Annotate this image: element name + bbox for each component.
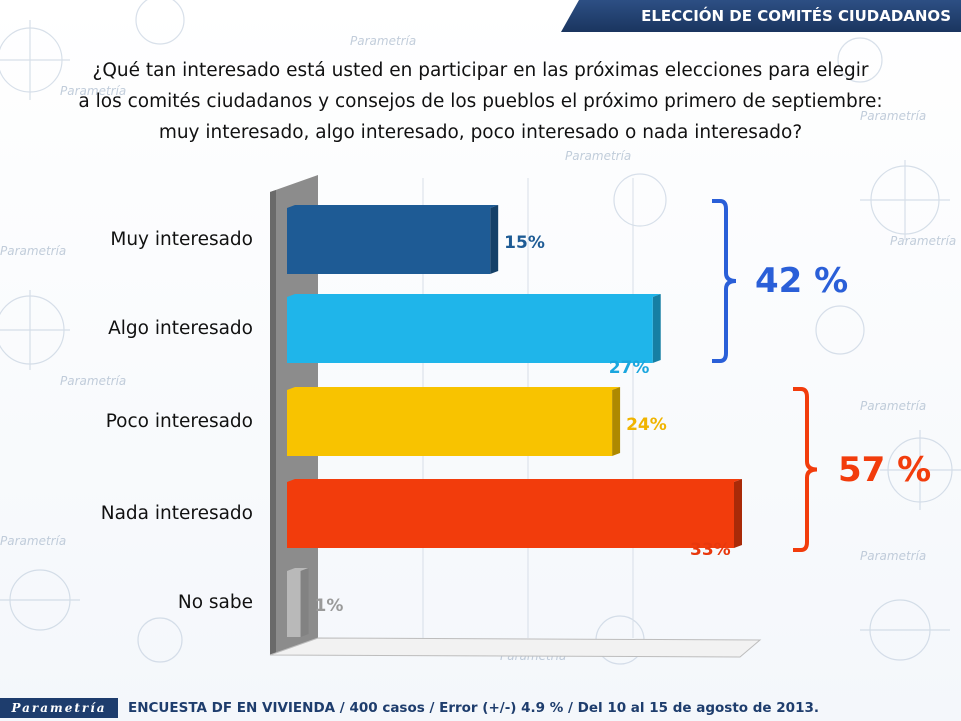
bar-side-face (612, 387, 621, 456)
chart-floor (269, 637, 762, 658)
watermark-text: Parametría (0, 534, 66, 548)
watermark-text: Parametría (350, 34, 416, 48)
bar-side-face (490, 205, 499, 274)
page-header: ELECCIÓN DE COMITÉS CIUDADANOS (561, 0, 961, 32)
chart-wall-edge (270, 190, 276, 655)
question-line-2: a los comités ciudadanos y consejos de l… (78, 91, 883, 112)
group-brace (793, 387, 818, 552)
category-label: Algo interesado (108, 318, 253, 339)
bar-no-sabe (287, 571, 301, 637)
category-label: Nada interesado (100, 503, 253, 524)
watermark-text: Parametría (890, 234, 956, 248)
bar-top-face (287, 479, 742, 482)
watermark-text: Parametría (565, 149, 631, 163)
bar-muy-interesado (287, 208, 491, 274)
survey-question: ¿Qué tan interesado está usted en partic… (40, 55, 921, 148)
bar-top-face (287, 294, 661, 297)
category-label: Muy interesado (110, 229, 253, 250)
bar-side-face (734, 479, 742, 548)
group-total-label: 42 % (755, 261, 848, 301)
watermark-text: Parametría (860, 549, 926, 563)
question-line-1: ¿Qué tan interesado está usted en partic… (92, 60, 869, 81)
bar-value-label: 24% (626, 415, 667, 435)
group-total-label: 57 % (838, 450, 931, 490)
bar-value-label: 15% (504, 233, 545, 253)
bar-top-face (287, 205, 499, 208)
bar-value-label: 33% (690, 540, 731, 560)
watermark-text: Parametría (860, 399, 926, 413)
bar-top-face (287, 387, 621, 390)
bar-side-face (652, 294, 661, 363)
bar-value-label: 27% (609, 358, 650, 378)
watermark-text: Parametría (60, 374, 126, 388)
watermark-text: Parametría (860, 109, 926, 123)
logo-text: Parametría (11, 701, 107, 715)
parametria-logo: Parametría (0, 698, 118, 718)
bar-top-face (287, 568, 309, 571)
bar-nada-interesado (287, 482, 734, 548)
category-label: Poco interesado (105, 411, 253, 432)
bar-side-face (300, 568, 309, 637)
category-label: No sabe (177, 592, 253, 613)
group-brace (712, 199, 737, 363)
bar-value-label: 1% (315, 596, 344, 616)
bar-poco-interesado (287, 390, 613, 456)
survey-source: ENCUESTA DF EN VIVIENDA / 400 casos / Er… (128, 700, 819, 716)
question-line-3: muy interesado, algo interesado, poco in… (158, 122, 803, 143)
bar-algo-interesado (287, 297, 653, 363)
header-title: ELECCIÓN DE COMITÉS CIUDADANOS (641, 7, 951, 25)
watermark-text: Parametría (60, 84, 126, 98)
watermark-text: Parametría (0, 244, 66, 258)
